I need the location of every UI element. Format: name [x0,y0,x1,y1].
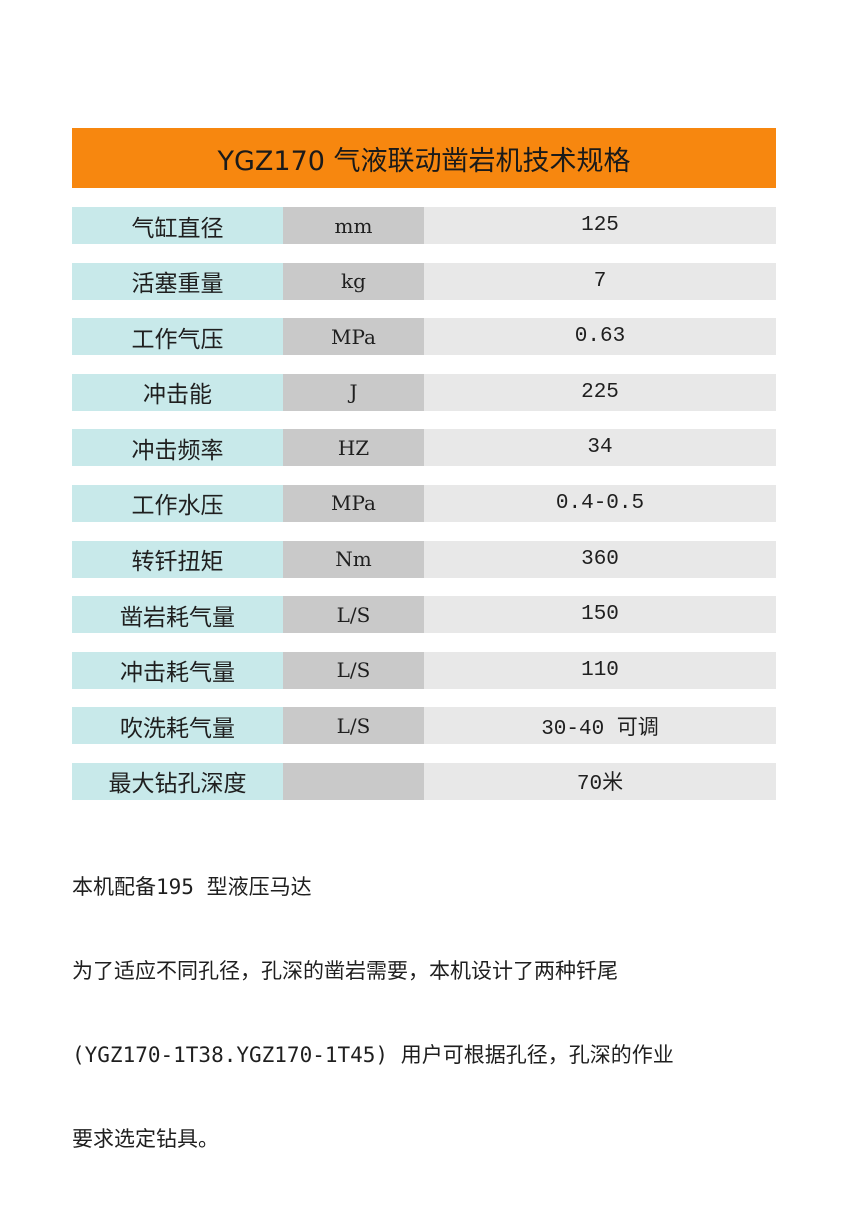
spec-row-impact-frequency: 冲击频率 HZ 34 [72,429,776,467]
page-title: YGZ170 气液联动凿岩机技术规格 [217,145,631,177]
spec-value: 30-40 可调 [424,707,776,745]
spec-row-working-air-pressure: 工作气压 MPa 0.63 [72,318,776,356]
spec-value: 125 [424,207,776,244]
spec-row-piston-weight: 活塞重量 kg 7 [72,262,776,300]
spec-row-rotation-torque: 转钎扭矩 Nm 360 [72,540,776,578]
spec-unit: L/S [283,707,424,745]
spec-unit: Nm [283,540,424,578]
spec-name: 气缸直径 [72,207,283,244]
spec-unit: L/S [283,651,424,689]
spec-value: 360 [424,540,776,578]
spec-unit: mm [283,207,424,244]
note-line: 本机配备195 型液压马达 [72,874,312,899]
spec-row-working-water-pressure: 工作水压 MPa 0.4-0.5 [72,484,776,522]
spec-value: 150 [424,596,776,634]
spec-name: 活塞重量 [72,262,283,300]
spec-value: 34 [424,429,776,467]
spec-name: 吹洗耗气量 [72,707,283,745]
spec-unit: MPa [283,318,424,356]
spec-row-max-drilling-depth: 最大钻孔深度 70米 [72,762,776,800]
spec-row-flushing-air-consumption: 吹洗耗气量 L/S 30-40 可调 [72,707,776,745]
spec-name: 工作气压 [72,318,283,356]
spec-unit: MPa [283,484,424,522]
spec-unit: J [283,373,424,411]
note-line: 要求选定钻具。 [72,1126,219,1151]
spec-value: 0.63 [424,318,776,356]
spec-unit: L/S [283,596,424,634]
spec-name: 冲击频率 [72,429,283,467]
spec-unit: kg [283,262,424,300]
spec-row-impact-energy: 冲击能 J 225 [72,373,776,411]
spec-value: 0.4-0.5 [424,484,776,522]
spec-name: 冲击耗气量 [72,651,283,689]
spec-name: 最大钻孔深度 [72,762,283,800]
spec-document: YGZ170 气液联动凿岩机技术规格 气缸直径 mm 125 活塞重量 kg 7… [72,128,776,1209]
spec-unit: HZ [283,429,424,467]
spec-name: 工作水压 [72,484,283,522]
note-line: (YGZ170-1T38.YGZ170-1T45) 用户可根据孔径，孔深的作业 [72,1042,674,1067]
spec-row-cylinder-diameter: 气缸直径 mm 125 [72,207,776,244]
spec-value: 110 [424,651,776,689]
spec-unit [283,762,424,800]
spec-name: 凿岩耗气量 [72,596,283,634]
note-line: 为了适应不同孔径，孔深的凿岩需要，本机设计了两种钎尾 [72,958,618,983]
spec-name: 转钎扭矩 [72,540,283,578]
spec-value: 7 [424,262,776,300]
spec-value: 70米 [424,762,776,800]
spec-name: 冲击能 [72,373,283,411]
notes: 本机配备195 型液压马达 为了适应不同孔径，孔深的凿岩需要，本机设计了两种钎尾… [72,817,776,1209]
spec-value: 225 [424,373,776,411]
spec-row-drilling-air-consumption: 凿岩耗气量 L/S 150 [72,596,776,634]
spec-row-impact-air-consumption: 冲击耗气量 L/S 110 [72,651,776,689]
title-bar: YGZ170 气液联动凿岩机技术规格 [72,128,776,188]
spec-table: 气缸直径 mm 125 活塞重量 kg 7 工作气压 MPa 0.63 冲击能 … [72,207,776,800]
